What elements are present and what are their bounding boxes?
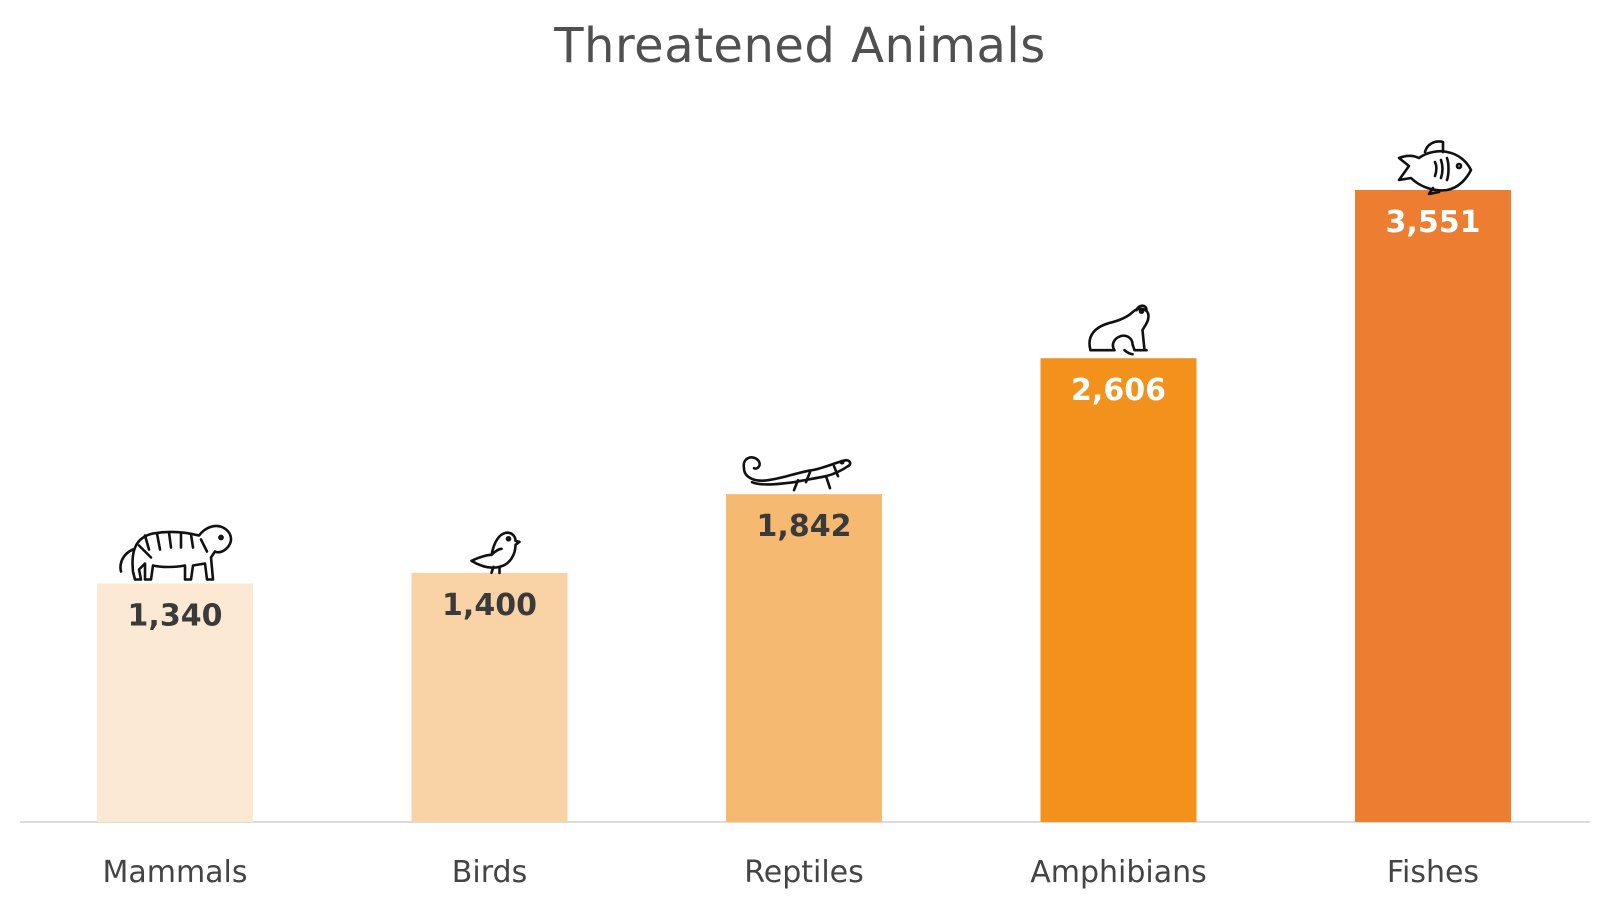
frog-icon <box>1088 304 1150 356</box>
bar-reptiles <box>726 494 882 822</box>
x-tick-label-amphibians: Amphibians <box>1030 855 1207 890</box>
data-label-birds: 1,400 <box>442 588 537 623</box>
x-tick-label-reptiles: Reptiles <box>744 855 864 890</box>
x-tick-label-fishes: Fishes <box>1387 855 1479 890</box>
data-label-mammals: 1,340 <box>128 599 223 634</box>
bar-amphibians <box>1040 358 1197 822</box>
bar-birds <box>411 572 568 822</box>
x-tick-label-birds: Birds <box>452 855 527 890</box>
x-tick-label-mammals: Mammals <box>102 855 247 890</box>
bar-mammals <box>97 583 253 822</box>
chart-title: Threatened Animals <box>554 18 1046 74</box>
bird-icon <box>470 531 521 575</box>
tiger-icon <box>119 524 233 581</box>
data-label-reptiles: 1,842 <box>757 509 852 544</box>
bar-fishes <box>1355 190 1511 822</box>
fish-icon <box>1397 140 1473 196</box>
data-label-amphibians: 2,606 <box>1071 373 1166 408</box>
lizard-icon <box>742 456 852 492</box>
data-label-fishes: 3,551 <box>1386 205 1481 240</box>
